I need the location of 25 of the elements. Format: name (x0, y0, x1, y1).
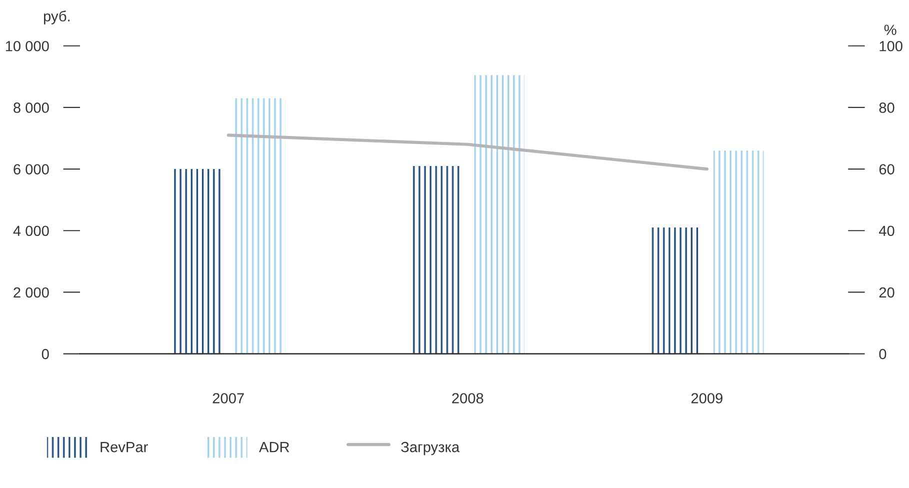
y2-tick-label: 80 (879, 102, 894, 113)
bar (474, 75, 524, 354)
y-tick-label: 6 000 (14, 164, 49, 174)
bar (650, 228, 700, 354)
legend-label: ADR (259, 442, 290, 452)
bar (714, 150, 764, 354)
y2-tick-label: 0 (879, 348, 886, 360)
y-tick-label: 4 000 (13, 226, 49, 236)
legend-label: RevPar (100, 442, 148, 452)
x-tick-label: 2009 (691, 393, 722, 404)
bar (410, 166, 462, 354)
x-tick-label: 2007 (212, 393, 244, 404)
bar (234, 98, 286, 354)
y2-tick-label: 60 (879, 164, 894, 174)
y-tick-label: 10 000 (6, 40, 49, 52)
y-tick-label: 8 000 (14, 102, 49, 113)
y2-tick-label: 40 (878, 226, 894, 236)
y-axis-title: руб. (44, 10, 70, 24)
y-tick-label: 0 (42, 348, 49, 360)
y2-axis-title: % (884, 24, 896, 35)
y2-tick-label: 100 (880, 40, 902, 52)
y2-tick-label: 20 (879, 287, 894, 298)
y-tick-label: 2 000 (14, 287, 49, 298)
legend-label: Загрузка (401, 442, 460, 456)
x-tick-label: 2008 (452, 393, 484, 404)
